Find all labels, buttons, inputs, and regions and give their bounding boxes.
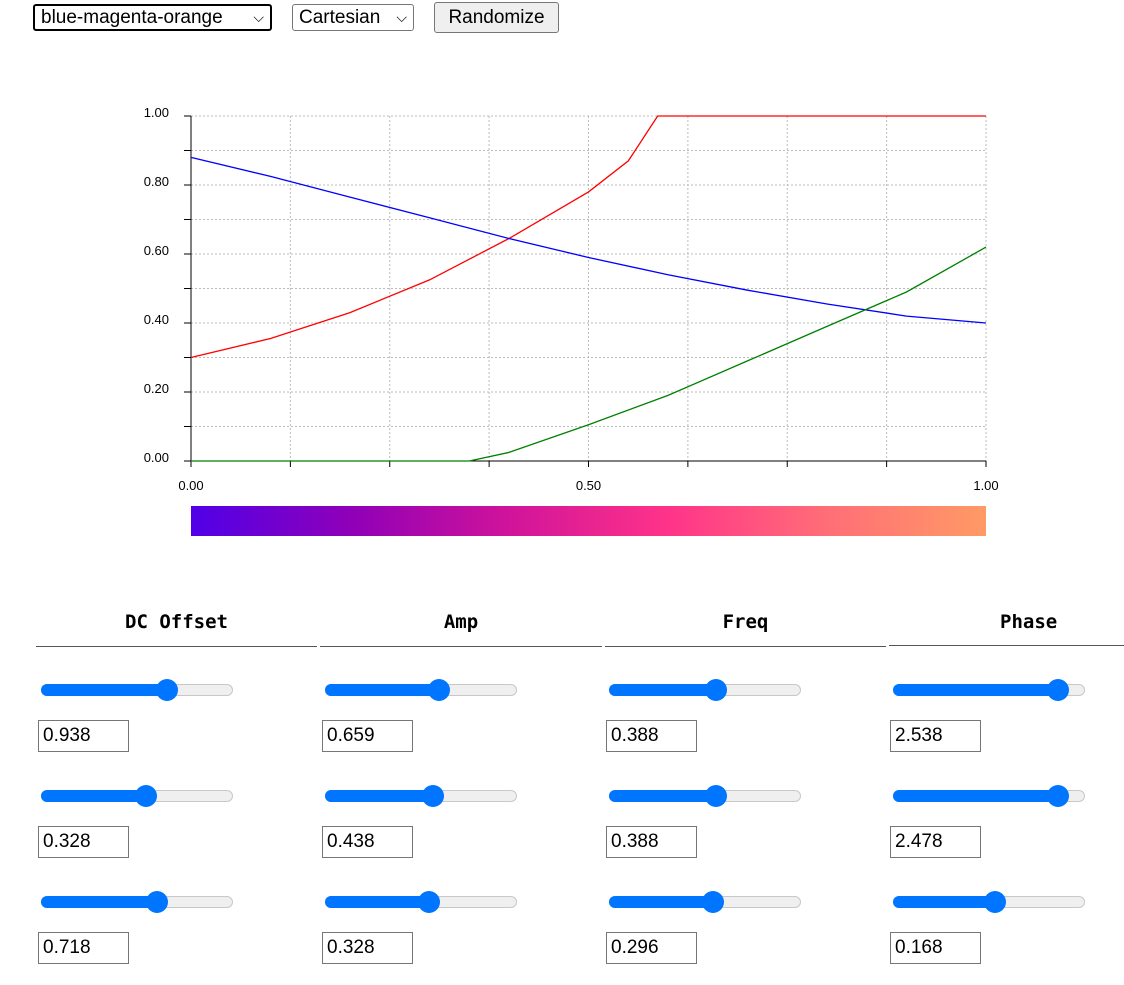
- column-header-dc-offset: DC Offset: [36, 606, 317, 647]
- colormap-select-value: blue-magenta-orange: [41, 7, 223, 28]
- slider-thumb[interactable]: [984, 891, 1006, 913]
- x-tick-label: 1.00: [973, 478, 998, 493]
- slider-fill: [609, 790, 716, 802]
- column-header-freq: Freq: [605, 606, 886, 647]
- slider-fill: [893, 896, 995, 908]
- amp-slider[interactable]: [325, 678, 517, 702]
- dc-offset-slider[interactable]: [41, 784, 233, 808]
- dc-offset-value-input[interactable]: 0.328: [38, 826, 129, 858]
- slider-thumb[interactable]: [418, 891, 440, 913]
- freq-slider[interactable]: [609, 678, 801, 702]
- freq-value-input[interactable]: 0.388: [606, 826, 697, 858]
- y-tick-label: 0.80: [144, 174, 169, 189]
- amp-value-input[interactable]: 0.659: [322, 720, 413, 752]
- slider-fill: [41, 790, 146, 802]
- slider-thumb[interactable]: [705, 679, 727, 701]
- amp-slider[interactable]: [325, 784, 517, 808]
- phase-slider[interactable]: [893, 678, 1085, 702]
- slider-thumb[interactable]: [156, 679, 178, 701]
- slider-fill: [609, 896, 713, 908]
- dc-offset-slider[interactable]: [41, 890, 233, 914]
- dc-offset-value-input[interactable]: 0.938: [38, 720, 129, 752]
- dc-offset-value-input[interactable]: 0.718: [38, 932, 129, 964]
- coordinate-system-select[interactable]: Cartesian ⌵: [292, 4, 414, 31]
- freq-slider[interactable]: [609, 890, 801, 914]
- colormap-select[interactable]: blue-magenta-orange ⌵: [33, 4, 272, 31]
- coordinate-system-select-value: Cartesian: [299, 7, 381, 28]
- slider-thumb[interactable]: [1047, 679, 1069, 701]
- amp-value-input[interactable]: 0.328: [322, 932, 413, 964]
- slider-fill: [325, 684, 439, 696]
- randomize-button[interactable]: Randomize: [434, 2, 559, 33]
- phase-value-input[interactable]: 0.168: [890, 932, 981, 964]
- amp-slider[interactable]: [325, 890, 517, 914]
- column-header-amp: Amp: [320, 606, 602, 647]
- chevron-down-icon: ⌵: [253, 9, 264, 25]
- slider-thumb[interactable]: [146, 891, 168, 913]
- line-chart: 0.00 0.50 1.00 0.00 0.20 0.40 0.60 0.80 1.00: [144, 105, 999, 493]
- y-tick-label: 0.20: [144, 381, 169, 396]
- series-line-0: [190, 115, 986, 359]
- y-tick-label: 0.40: [144, 312, 169, 327]
- slider-fill: [41, 684, 167, 696]
- series-line-1: [190, 156, 987, 324]
- freq-slider[interactable]: [609, 784, 801, 808]
- phase-value-input[interactable]: 2.538: [890, 720, 981, 752]
- freq-value-input[interactable]: 0.388: [606, 720, 697, 752]
- slider-thumb[interactable]: [702, 891, 724, 913]
- y-tick-label: 0.00: [144, 450, 169, 465]
- x-tick-label: 0.50: [576, 478, 601, 493]
- dc-offset-slider[interactable]: [41, 678, 233, 702]
- slider-thumb[interactable]: [705, 785, 727, 807]
- phase-slider[interactable]: [893, 784, 1085, 808]
- y-tick-label: 1.00: [144, 105, 169, 120]
- colormap-gradient-bar: [191, 506, 986, 536]
- slider-thumb[interactable]: [1047, 785, 1069, 807]
- slider-fill: [41, 896, 157, 908]
- slider-fill: [609, 684, 716, 696]
- slider-fill: [893, 684, 1058, 696]
- phase-slider[interactable]: [893, 890, 1085, 914]
- slider-thumb[interactable]: [422, 785, 444, 807]
- x-tick-label: 0.00: [178, 478, 203, 493]
- column-header-phase: Phase: [889, 606, 1124, 646]
- amp-value-input[interactable]: 0.438: [322, 826, 413, 858]
- slider-thumb[interactable]: [135, 785, 157, 807]
- chevron-down-icon: ⌵: [396, 9, 407, 25]
- y-tick-label: 0.60: [144, 243, 169, 258]
- slider-fill: [325, 790, 433, 802]
- slider-fill: [893, 790, 1058, 802]
- slider-thumb[interactable]: [428, 679, 450, 701]
- phase-value-input[interactable]: 2.478: [890, 826, 981, 858]
- freq-value-input[interactable]: 0.296: [606, 932, 697, 964]
- slider-fill: [325, 896, 429, 908]
- series-line-2: [191, 246, 987, 462]
